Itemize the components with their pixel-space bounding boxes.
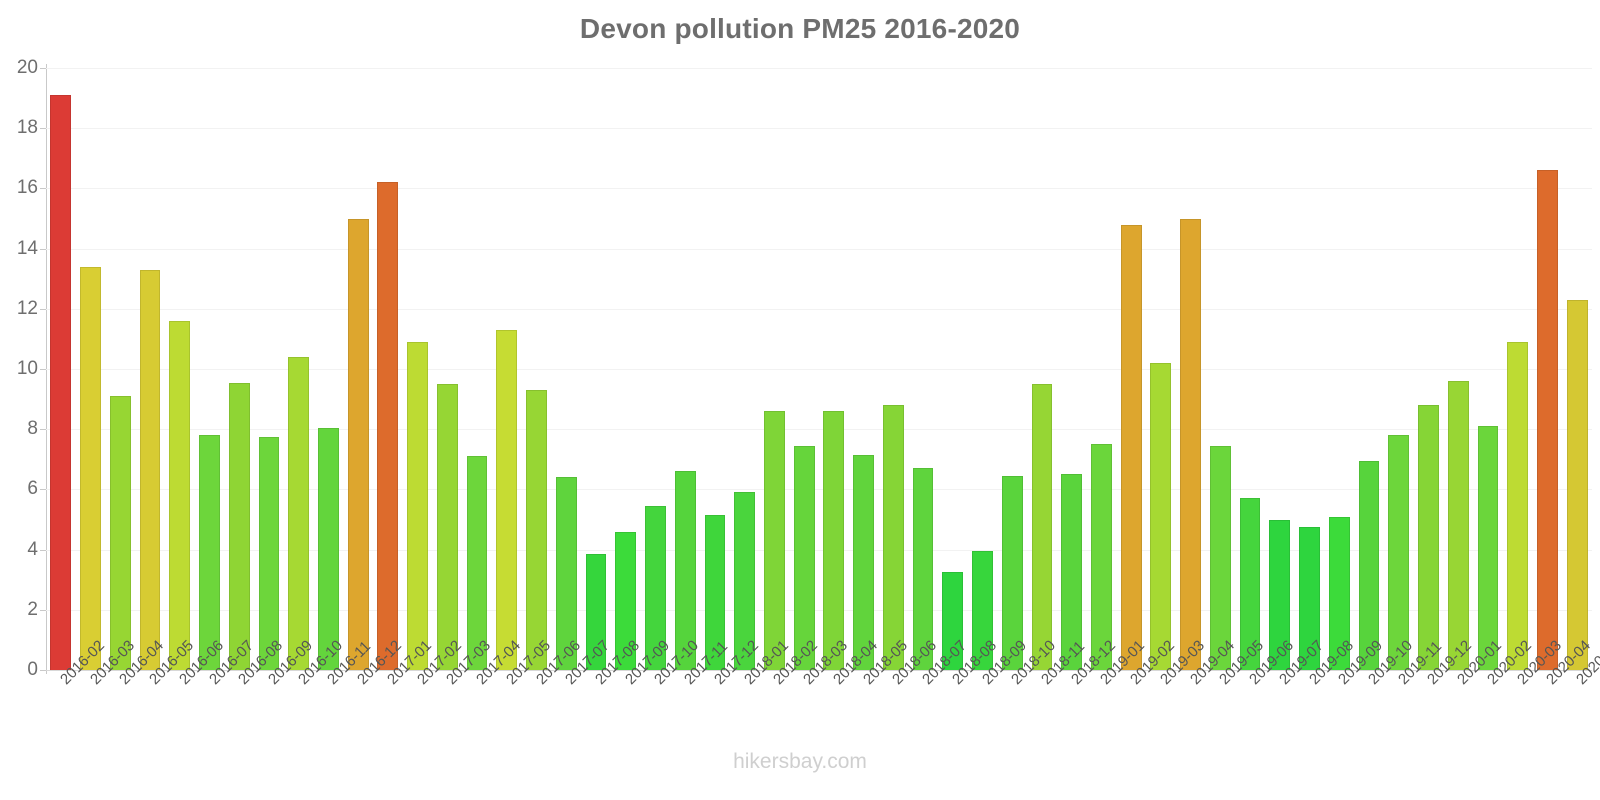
bar[interactable] [912, 468, 934, 670]
bar[interactable] [793, 445, 815, 670]
bar[interactable] [377, 182, 399, 670]
y-tick-mark [40, 369, 47, 370]
y-tick-label: 6 [27, 478, 38, 500]
y-tick-mark [40, 549, 47, 551]
bar[interactable] [882, 405, 904, 670]
y-tick-mark [40, 609, 47, 611]
bar[interactable] [1239, 498, 1261, 670]
grid-line [46, 68, 1592, 69]
bar[interactable] [1507, 341, 1529, 670]
grid-line [46, 549, 1592, 551]
y-tick-mark [40, 670, 47, 671]
bar[interactable] [1061, 474, 1083, 670]
bar[interactable] [1150, 362, 1172, 670]
y-tick-label: 12 [16, 297, 38, 319]
bar[interactable] [347, 218, 369, 670]
bar[interactable] [585, 554, 607, 670]
y-tick-mark [40, 308, 47, 310]
y-tick-label: 0 [27, 659, 38, 680]
y-tick-mark [40, 68, 47, 69]
bar[interactable] [972, 551, 993, 670]
bar[interactable] [496, 329, 518, 670]
y-tick-label: 18 [16, 117, 38, 139]
bar[interactable] [1477, 426, 1499, 670]
bar[interactable] [674, 471, 696, 670]
grid-line [46, 609, 1592, 611]
bar[interactable] [1536, 170, 1558, 670]
bar[interactable] [526, 390, 547, 670]
bar[interactable] [1566, 299, 1588, 670]
grid-line [46, 489, 1592, 491]
bar[interactable] [1001, 475, 1023, 670]
grid-line [46, 188, 1592, 190]
grid-line [46, 429, 1592, 431]
grid-line [46, 308, 1592, 310]
bar[interactable] [1388, 435, 1410, 670]
bar[interactable] [1120, 224, 1142, 670]
y-tick-mark [40, 248, 47, 250]
bar[interactable] [853, 454, 874, 670]
y-tick-mark [40, 489, 47, 491]
page-title: Devon pollution PM25 2016-2020 [579, 13, 1021, 44]
bar[interactable] [169, 320, 191, 670]
bar[interactable] [228, 382, 250, 670]
bar[interactable] [1299, 527, 1320, 670]
bar[interactable] [466, 456, 488, 670]
grid-line [46, 670, 1592, 671]
bar[interactable] [763, 411, 785, 670]
y-tick-mark [40, 128, 47, 130]
bar[interactable] [318, 427, 339, 670]
bar[interactable] [1269, 519, 1291, 670]
bar[interactable] [407, 341, 429, 670]
bar[interactable] [1180, 218, 1202, 670]
y-tick-mark [40, 188, 47, 190]
bar[interactable] [1447, 381, 1469, 670]
bar-series [46, 68, 1592, 670]
source-watermark: hikersbay.com [733, 750, 867, 773]
bar[interactable] [199, 435, 220, 670]
bar[interactable] [1358, 460, 1380, 670]
bar[interactable] [258, 436, 280, 670]
bar[interactable] [109, 396, 131, 670]
bar[interactable] [942, 572, 964, 670]
bar[interactable] [615, 531, 637, 670]
y-tick-mark [40, 429, 47, 431]
y-tick-label: 2 [27, 598, 38, 620]
bar[interactable] [645, 505, 666, 670]
bar[interactable] [1418, 405, 1439, 670]
bar[interactable] [823, 411, 845, 670]
grid-line [46, 248, 1592, 250]
bar[interactable] [1209, 445, 1231, 670]
bar[interactable] [50, 95, 72, 670]
bar[interactable] [80, 266, 101, 670]
bar[interactable] [1091, 444, 1112, 670]
bar[interactable] [288, 356, 310, 670]
plot-area [46, 68, 1592, 671]
bar[interactable] [555, 477, 577, 670]
bar[interactable] [704, 515, 726, 670]
bar[interactable] [436, 384, 458, 670]
y-tick-label: 8 [27, 418, 38, 440]
y-tick-label: 16 [16, 177, 38, 199]
bar[interactable] [1328, 516, 1350, 670]
y-tick-label: 10 [16, 358, 38, 379]
grid-line [46, 369, 1592, 370]
y-tick-label: 14 [16, 237, 38, 259]
bar[interactable] [1031, 384, 1053, 670]
y-tick-label: 20 [16, 57, 38, 78]
y-tick-label: 4 [27, 538, 38, 560]
bar[interactable] [734, 492, 756, 670]
grid-line [46, 128, 1592, 130]
bar[interactable] [139, 269, 161, 670]
